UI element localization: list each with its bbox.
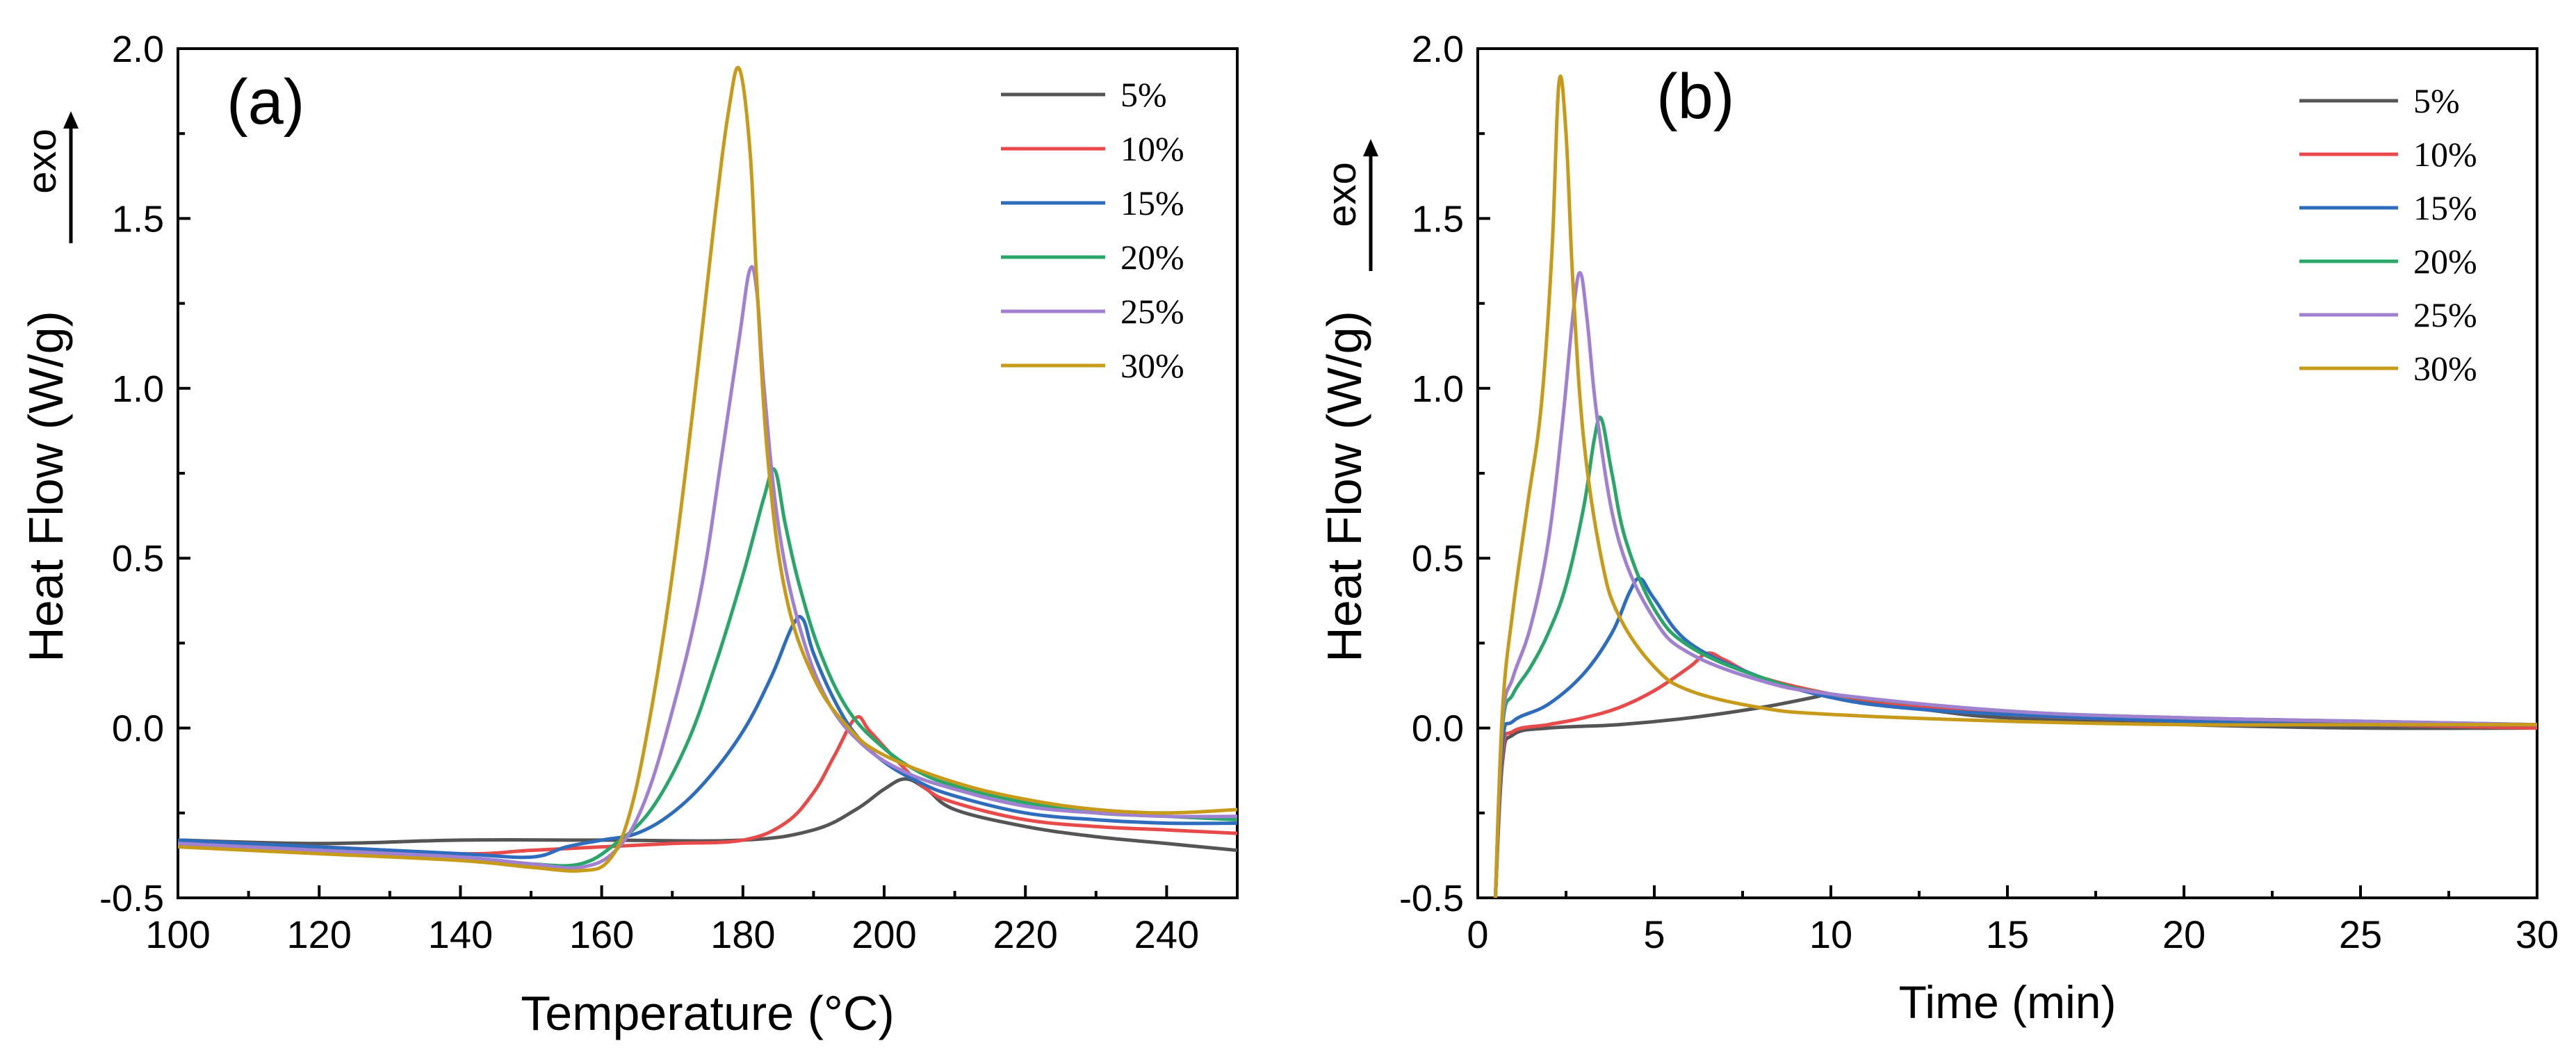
x-tick-label-b: 30: [2516, 912, 2559, 956]
x-tick-label-a: 100: [145, 912, 210, 956]
exo-label-a: exo: [19, 129, 65, 194]
legend-a: 5% 10% 15% 20% 25% 30%: [1001, 75, 1184, 385]
y-tick-label-a: 1.5: [112, 198, 164, 240]
ticks-b: 0 5 10 15 20 25 30 -0.5 0.0 0.5 1.0 1.5 2.0: [1399, 28, 2559, 956]
exo-annotation-a: exo: [19, 111, 79, 243]
series-group-b: [1493, 74, 2537, 898]
exo-annotation-b: exo: [1319, 139, 1378, 271]
y-tick-label-b: 0.0: [1412, 708, 1464, 750]
x-tick-label-b: 20: [2162, 912, 2206, 956]
series-line-b-30pct: [1493, 74, 2537, 898]
x-tick-label-b: 5: [1643, 912, 1665, 956]
y-tick-label-a: 0.0: [112, 708, 164, 750]
legend-label-b: 25%: [2413, 295, 2477, 334]
legend-b: 5% 10% 15% 20% 25% 30%: [2299, 81, 2477, 388]
series-line-b-20pct: [1493, 415, 2537, 898]
legend-label-a: 15%: [1120, 183, 1184, 222]
plot-frame-b: [1476, 47, 2538, 899]
y-tick-label-b: 0.5: [1412, 538, 1464, 580]
x-axis-title-b: Time (min): [1899, 976, 2117, 1028]
plot-frame-a: [177, 47, 1239, 899]
legend-label-a: 30%: [1120, 346, 1184, 385]
x-tick-label-a: 200: [851, 912, 916, 956]
legend-label-a: 10%: [1120, 129, 1184, 168]
x-tick-label-a: 240: [1134, 912, 1199, 956]
exo-arrow-head-b: [1363, 139, 1378, 156]
x-tick-label-a: 120: [286, 912, 351, 956]
y-tick-label-b: -0.5: [1399, 878, 1464, 919]
x-tick-label-b: 15: [1986, 912, 2029, 956]
x-tick-label-a: 140: [428, 912, 493, 956]
ticks-a: 100 120 140 160 180 200 220 240 -0.5 0.0 0.5 1.0 1.5…: [99, 28, 1199, 956]
series-line-b-25pct: [1493, 271, 2537, 898]
y-tick-label-a: 0.5: [112, 538, 164, 580]
legend-label-b: 10%: [2413, 135, 2477, 174]
x-axis-title-a: Temperature (°C): [521, 986, 895, 1040]
y-tick-label-b: 1.0: [1412, 368, 1464, 410]
y-tick-label-b: 1.5: [1412, 198, 1464, 240]
legend-label-a: 25%: [1120, 292, 1184, 331]
series-group-a: [178, 65, 1237, 873]
panel-b: 0 5 10 15 20 25 30 -0.5 0.0 0.5 1.0 1.5 2.0 (b) Time…: [1317, 28, 2559, 1028]
y-axis-title-a: Heat Flow (W/g): [19, 311, 73, 662]
legend-label-a: 20%: [1120, 238, 1184, 277]
legend-label-b: 30%: [2413, 349, 2477, 388]
series-line-b-10pct: [1493, 651, 2537, 898]
x-tick-label-b: 25: [2339, 912, 2382, 956]
x-tick-label-b: 10: [1809, 912, 1852, 956]
legend-label-b: 15%: [2413, 188, 2477, 227]
y-tick-label-a: -0.5: [99, 878, 164, 919]
y-tick-label-a: 1.0: [112, 368, 164, 410]
x-tick-label-a: 220: [993, 912, 1057, 956]
x-tick-label-b: 0: [1467, 912, 1488, 956]
series-line-a-15pct: [178, 614, 1237, 860]
x-tick-label-a: 160: [569, 912, 634, 956]
exo-arrow-head-a: [63, 111, 79, 129]
panel-a: 100 120 140 160 180 200 220 240 -0.5 0.0 0.5 1.0 1.5…: [19, 28, 1239, 1040]
panel-label-b: (b): [1656, 61, 1734, 132]
exo-label-b: exo: [1319, 162, 1364, 227]
y-tick-label-a: 2.0: [112, 28, 164, 70]
y-tick-label-b: 2.0: [1412, 28, 1464, 70]
series-line-a-25pct: [178, 265, 1237, 870]
series-line-a-5pct: [178, 777, 1237, 853]
y-axis-title-b: Heat Flow (W/g): [1317, 311, 1371, 662]
legend-label-b: 5%: [2413, 81, 2460, 120]
x-tick-label-a: 180: [710, 912, 775, 956]
series-line-b-15pct: [1493, 576, 2537, 898]
panel-label-a: (a): [227, 67, 304, 138]
legend-label-a: 5%: [1120, 75, 1167, 114]
series-line-a-30pct: [178, 65, 1237, 873]
legend-label-b: 20%: [2413, 242, 2477, 281]
